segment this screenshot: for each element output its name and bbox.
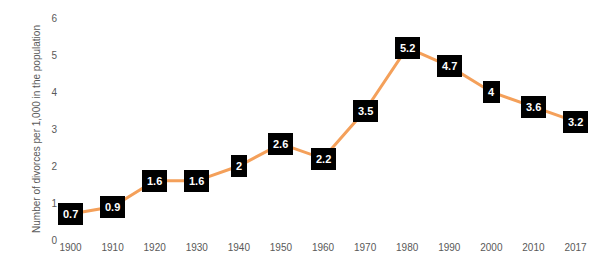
svg-text:1960: 1960 [312,242,335,253]
svg-text:1950: 1950 [270,242,293,253]
svg-text:3: 3 [51,124,57,135]
svg-text:2.2: 2.2 [316,153,331,165]
svg-text:1.6: 1.6 [147,175,162,187]
svg-text:4: 4 [51,87,57,98]
svg-text:1980: 1980 [396,242,419,253]
svg-text:1: 1 [51,198,57,209]
svg-text:1910: 1910 [101,242,124,253]
svg-text:2000: 2000 [480,242,503,253]
svg-text:0.7: 0.7 [63,208,78,220]
svg-text:1900: 1900 [59,242,82,253]
svg-text:3.6: 3.6 [526,101,541,113]
svg-text:2.6: 2.6 [273,138,288,150]
svg-text:5: 5 [51,50,57,61]
svg-text:2017: 2017 [564,242,587,253]
svg-text:2: 2 [236,160,242,172]
svg-text:2: 2 [51,161,57,172]
svg-text:Number of divorces per 1,000 i: Number of divorces per 1,000 in the popu… [31,25,42,233]
svg-text:4.7: 4.7 [442,60,457,72]
svg-text:4: 4 [488,86,495,98]
svg-text:1940: 1940 [228,242,251,253]
svg-text:1.6: 1.6 [189,175,204,187]
svg-text:1920: 1920 [144,242,167,253]
svg-text:0: 0 [51,235,57,246]
svg-text:1990: 1990 [438,242,461,253]
svg-text:1930: 1930 [186,242,209,253]
svg-text:3.2: 3.2 [568,116,583,128]
svg-text:1970: 1970 [354,242,377,253]
svg-text:6: 6 [51,13,57,24]
svg-text:0.9: 0.9 [105,201,120,213]
svg-text:2010: 2010 [522,242,545,253]
svg-text:5.2: 5.2 [400,42,415,54]
svg-text:3.5: 3.5 [358,105,373,117]
